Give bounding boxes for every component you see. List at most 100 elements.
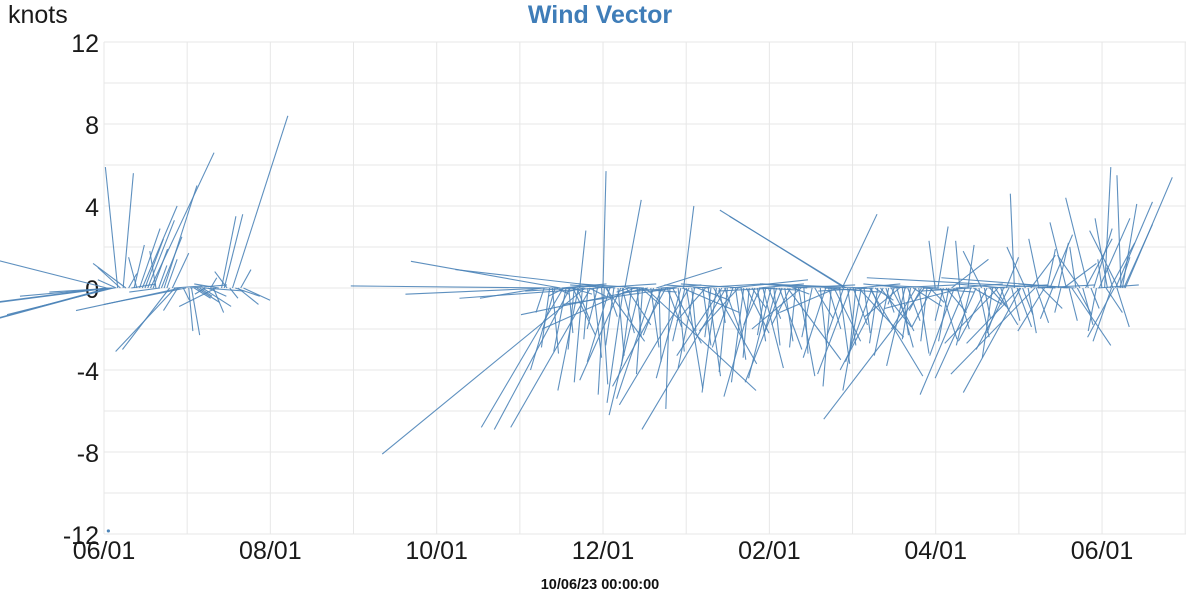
wind-vector-line — [1030, 254, 1056, 289]
wind-vector-line — [479, 287, 542, 299]
wind-vector-line — [237, 287, 259, 305]
wind-vector-line — [618, 287, 690, 406]
wind-vector-line — [841, 213, 878, 289]
wind-vector-line — [589, 287, 606, 297]
wind-vector-line — [928, 240, 936, 289]
wind-vector-line — [510, 287, 592, 428]
wind-vector-line — [704, 287, 712, 338]
wind-vector-line — [773, 284, 841, 289]
wind-vector-line — [845, 287, 873, 362]
wind-vector-line — [983, 287, 992, 319]
wind-vector-line — [199, 287, 213, 297]
wind-vector-line — [955, 240, 961, 289]
wind-vector-line — [115, 287, 176, 352]
wind-vector-line — [1017, 287, 1045, 332]
wind-vector-line — [920, 287, 973, 292]
wind-vector-line — [767, 287, 782, 319]
wind-vector-line — [937, 226, 949, 289]
wind-vector-line — [97, 267, 121, 289]
wind-vector-line — [707, 287, 722, 377]
wind-vector-line — [934, 287, 977, 379]
wind-vector-line — [207, 287, 227, 297]
wind-vector-line — [350, 285, 558, 289]
wind-vector-line — [190, 287, 201, 336]
wind-vector-line — [1089, 230, 1119, 289]
wind-vector-line — [650, 287, 660, 348]
wind-vector-line — [1049, 222, 1067, 289]
wind-vector-line — [756, 287, 767, 336]
wind-vector-line — [103, 287, 187, 305]
wind-vector-line — [616, 287, 630, 293]
wind-vector-line — [104, 166, 119, 289]
wind-vector-line — [724, 287, 744, 340]
wind-vector-line — [1057, 242, 1069, 289]
wind-vector-line — [620, 287, 633, 366]
wind-vector-line — [978, 287, 990, 338]
wind-vector-line — [838, 287, 851, 364]
wind-vector-line — [92, 262, 127, 289]
x-axis-current-timestamp: 10/06/23 00:00:00 — [540, 577, 660, 593]
wind-vector-line — [672, 287, 686, 342]
wind-vector-line — [1092, 287, 1112, 342]
wind-vector-line — [568, 287, 574, 334]
wind-vector-line — [193, 287, 211, 299]
wind-vector-line — [822, 287, 832, 387]
wind-vector-line — [760, 283, 867, 289]
wind-vector-line — [901, 287, 912, 340]
wind-vector-line — [842, 287, 862, 391]
wind-vector-line — [896, 287, 914, 348]
wind-vector-line — [676, 287, 706, 322]
wind-vector-line — [6, 287, 114, 316]
wind-vector-line — [623, 287, 677, 293]
wind-vector-line — [1039, 287, 1054, 319]
wind-vector-line — [742, 287, 750, 358]
wind-vector-line — [1057, 254, 1081, 289]
wind-vector-line — [1090, 287, 1100, 309]
y-tick-label: -8 — [77, 440, 99, 468]
wind-vector-line — [826, 287, 845, 336]
wind-vector-line — [763, 287, 778, 334]
wind-vector-line — [586, 287, 599, 330]
wind-vector-line — [868, 287, 879, 344]
wind-vector-line — [814, 287, 834, 320]
y-tick-label: 8 — [85, 112, 99, 140]
wind-vector-line — [97, 279, 117, 289]
wind-vector-line — [875, 284, 940, 289]
wind-vector-line — [194, 283, 219, 289]
wind-vector-line — [975, 287, 1010, 350]
wind-vector-line — [801, 287, 813, 338]
wind-vector-line — [0, 260, 107, 289]
wind-vector-line — [214, 271, 228, 289]
wind-vector-line — [920, 287, 928, 342]
wind-vector-line — [410, 260, 561, 289]
wind-vector-line — [887, 287, 895, 305]
wind-vector-line — [578, 283, 644, 289]
x-tick-label: 08/01 — [239, 537, 302, 565]
wind-vector-line — [740, 287, 748, 315]
wind-vector-line — [950, 287, 1036, 375]
wind-vector-line — [624, 199, 642, 289]
wind-vector-line — [49, 287, 115, 293]
wind-vector-line — [1087, 287, 1097, 332]
wind-vector-line — [701, 287, 717, 393]
y-tick-label: 4 — [85, 194, 99, 222]
wind-vector-line — [680, 283, 743, 289]
wind-vector-line — [1046, 248, 1056, 289]
wind-vector-line — [144, 238, 164, 289]
wind-vector-line — [866, 277, 1056, 289]
wind-vector-line — [1105, 287, 1123, 313]
wind-vector-line — [562, 287, 676, 305]
wind-vector-line — [956, 287, 970, 330]
wind-vector-line — [940, 287, 958, 340]
wind-vector-line — [525, 287, 577, 292]
wind-vector-line — [240, 269, 252, 289]
y-tick-label: -12 — [63, 522, 99, 550]
wind-vector-line — [541, 287, 635, 330]
wind-vector-line — [870, 287, 884, 317]
wind-vector-line — [606, 287, 625, 403]
wind-vector-line — [1068, 287, 1078, 321]
wind-vector-line — [171, 252, 190, 289]
wind-vector-line — [178, 287, 217, 307]
wind-vector-line — [839, 287, 884, 371]
